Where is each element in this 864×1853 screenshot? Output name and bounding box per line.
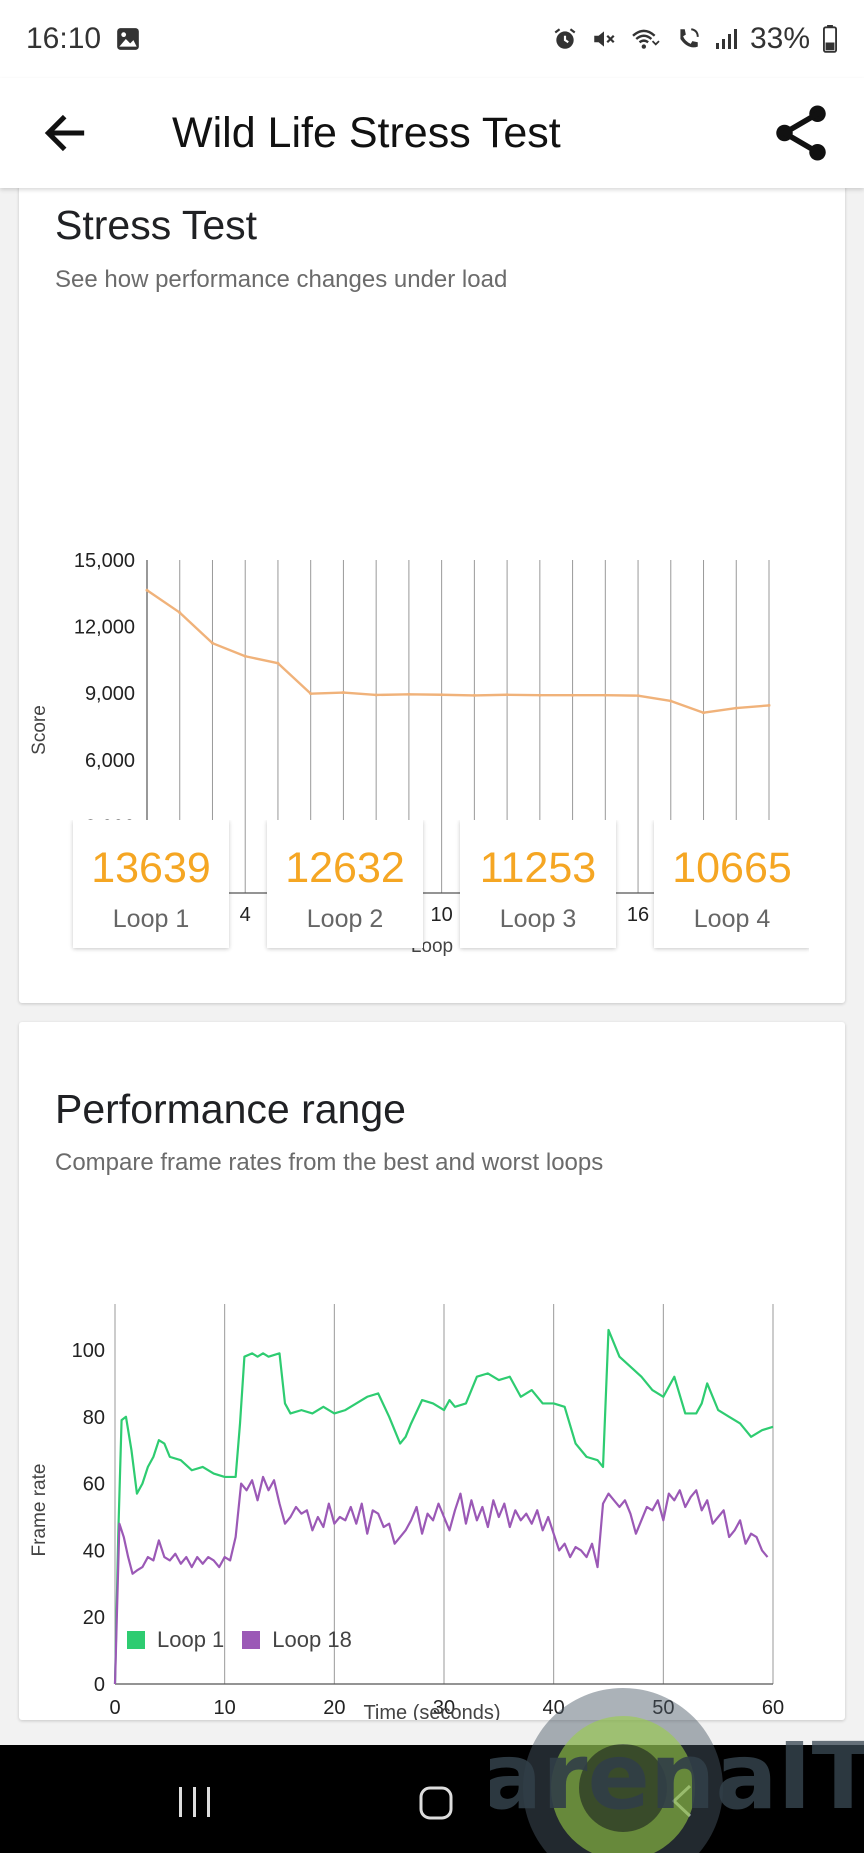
score-data-point: [702, 711, 706, 715]
performance-range-subtitle: Compare frame rates from the best and wo…: [55, 1149, 604, 1176]
y-tick-label: 60: [83, 1474, 105, 1496]
loop-score-label: Loop 4: [693, 905, 771, 933]
legend-swatch: [242, 1631, 261, 1649]
y-tick-label: 12,000: [74, 617, 135, 639]
wifi-calling-phone-icon: [674, 26, 702, 52]
y-tick-label: 6,000: [85, 750, 135, 772]
legend-label: Loop 1: [157, 1627, 225, 1652]
status-right: 33%: [552, 22, 838, 56]
loop-score-value: 13639: [91, 844, 211, 892]
back-button[interactable]: [40, 108, 90, 158]
score-data-point: [440, 693, 444, 697]
y-tick-label: 40: [83, 1540, 105, 1562]
loop-score-value: 10665: [672, 844, 792, 892]
y-axis-label: Frame rate: [29, 1464, 50, 1557]
recent-apps-button[interactable]: [175, 1785, 215, 1824]
x-tick-label: 10: [214, 1697, 236, 1719]
y-tick-label: 80: [83, 1407, 105, 1429]
status-time: 16:10: [26, 22, 102, 55]
x-tick-label: 0: [109, 1697, 120, 1719]
loop18-series-line: [113, 1475, 769, 1685]
x-tick-label: 4: [240, 904, 251, 926]
score-data-point: [767, 703, 771, 707]
alarm-icon: [552, 26, 578, 52]
legend-label: Loop 18: [272, 1627, 352, 1652]
score-data-point: [603, 693, 607, 697]
navigation-bar: [0, 1745, 864, 1853]
score-data-point: [243, 654, 247, 658]
loop-score-label: Loop 2: [306, 905, 384, 933]
share-button[interactable]: [768, 100, 834, 166]
score-data-point: [571, 693, 575, 697]
x-tick-label: 50: [652, 1697, 674, 1719]
loop-score-label: Loop 3: [499, 905, 577, 933]
battery-icon: [822, 25, 838, 53]
status-bar: 16:10 33%: [0, 0, 864, 78]
score-data-point: [341, 691, 345, 695]
frame-rate-legend: Loop 1 Loop 18: [127, 1627, 370, 1653]
loop-score-cards[interactable]: 13639 Loop 1 12632 Loop 2 11253 Loop 3 1…: [19, 820, 809, 970]
legend-item[interactable]: Loop 18: [242, 1627, 352, 1653]
loop-score-value: 11253: [479, 844, 597, 892]
home-icon: [419, 1786, 453, 1820]
x-tick-label: 16: [627, 904, 649, 926]
score-data-point: [472, 693, 476, 697]
gallery-notification-icon: [115, 26, 141, 52]
x-tick-label: 30: [433, 1697, 455, 1719]
score-data-point: [538, 693, 542, 697]
score-data-point: [309, 692, 313, 696]
loop-score-card[interactable]: 13639 Loop 1: [73, 820, 229, 948]
score-data-point: [734, 706, 738, 710]
loop-score-card[interactable]: 12632 Loop 2: [267, 820, 423, 948]
score-data-point: [178, 611, 182, 615]
loop-score-card[interactable]: 10665 Loop 4: [654, 820, 809, 948]
y-tick-label: 9,000: [85, 683, 135, 705]
page-title: Wild Life Stress Test: [172, 109, 561, 157]
app-bar: Wild Life Stress Test: [0, 78, 864, 188]
loop-score-value: 12632: [285, 844, 405, 892]
battery-percent: 33%: [749, 22, 810, 55]
score-data-point: [276, 661, 280, 665]
loop-score-card[interactable]: 11253 Loop 3: [460, 820, 616, 948]
legend-item[interactable]: Loop 1: [127, 1627, 224, 1653]
arrow-left-icon: [44, 114, 85, 152]
score-data-point: [407, 692, 411, 696]
home-button[interactable]: [418, 1785, 454, 1826]
stress-test-subtitle: See how performance changes under load: [55, 266, 508, 293]
recent-apps-icon: [179, 1787, 210, 1817]
loop-score-label: Loop 1: [112, 905, 190, 933]
status-left: 16:10: [26, 22, 141, 56]
loop1-series-line: [113, 1328, 774, 1685]
mute-icon: [590, 26, 618, 52]
y-axis-label: Score: [29, 705, 50, 755]
share-icon: [776, 105, 826, 161]
score-series-line: [146, 589, 770, 714]
score-data-point: [210, 641, 214, 645]
x-tick-label: 40: [543, 1697, 565, 1719]
score-data-point: [505, 693, 509, 697]
y-tick-label: 15,000: [74, 550, 135, 572]
performance-range-title: Performance range: [55, 1086, 406, 1132]
legend-swatch: [127, 1631, 145, 1649]
score-data-point: [636, 694, 640, 698]
score-data-point: [669, 699, 673, 703]
y-tick-label: 0: [94, 1674, 105, 1696]
y-tick-label: 100: [72, 1340, 105, 1362]
x-axis-label: Time (seconds): [363, 1702, 500, 1720]
y-tick-label: 20: [83, 1607, 105, 1629]
performance-range-card: Performance range Compare frame rates fr…: [19, 1022, 845, 1720]
signal-icon: [714, 27, 738, 51]
wifi-call-icon: [630, 26, 662, 52]
stress-test-title: Stress Test: [55, 202, 258, 248]
x-tick-label: 60: [762, 1697, 784, 1719]
arenait-watermark-logo: arenaIT: [490, 1688, 864, 1853]
score-data-point: [374, 693, 378, 697]
stress-test-card: Stress Test See how performance changes …: [19, 160, 845, 1003]
x-tick-label: 20: [323, 1697, 345, 1719]
x-tick-label: 10: [431, 904, 453, 926]
frame-rate-chart: 0 20 40 60 80 100 0 10 20 30 40 50 60 Time (seconds) F…: [29, 1304, 784, 1720]
score-data-point: [145, 588, 149, 592]
watermark-text: arenaIT: [490, 1723, 864, 1830]
